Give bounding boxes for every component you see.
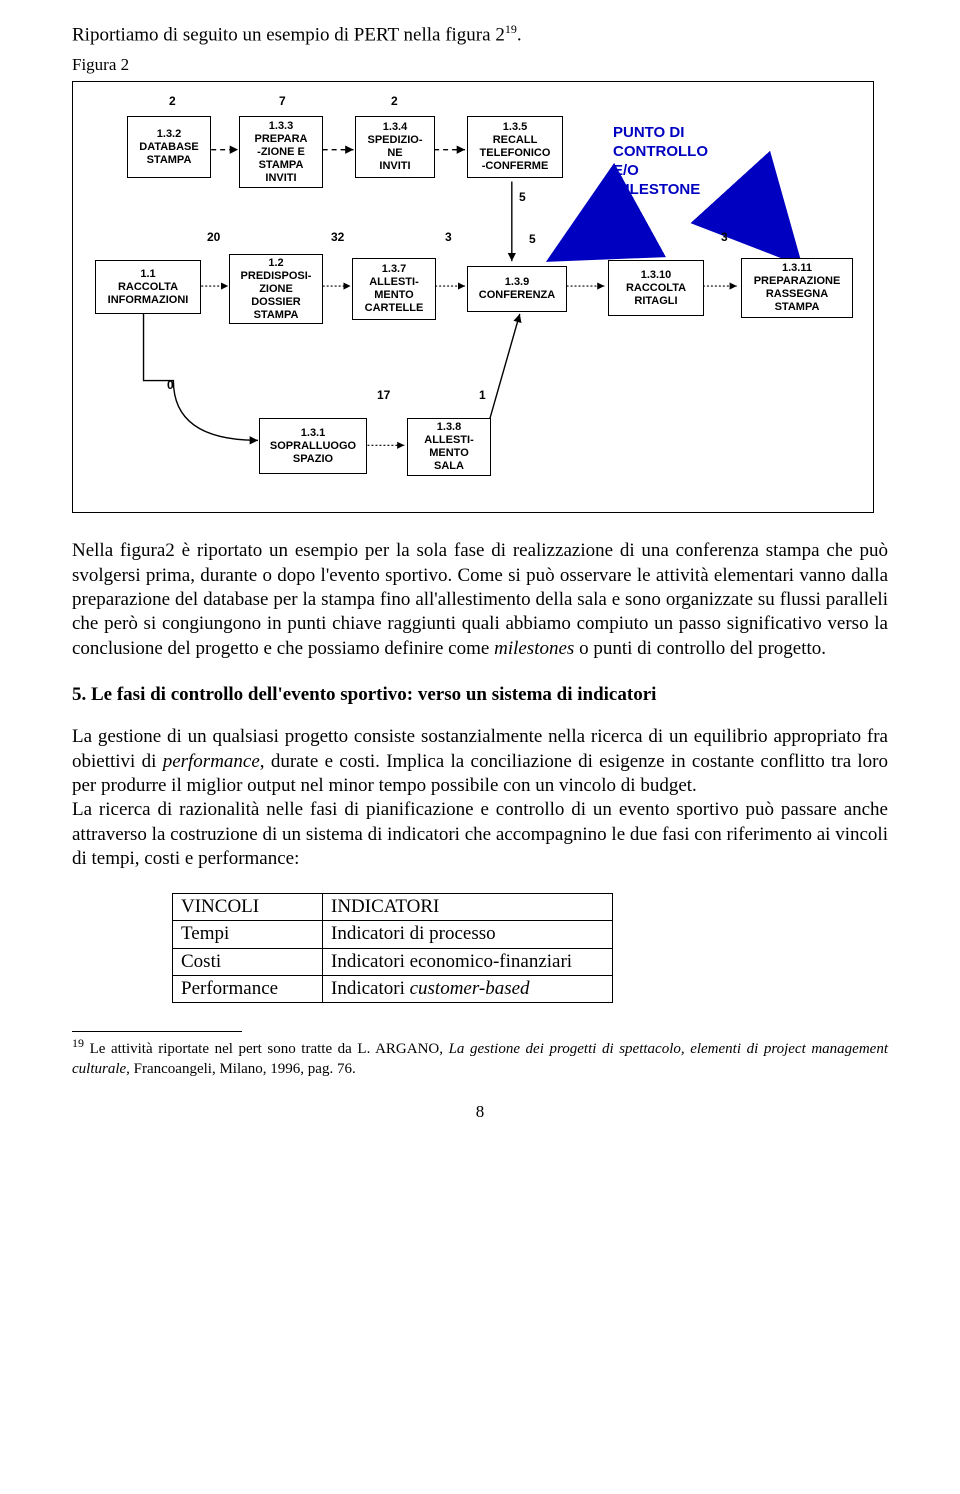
footnote-rule <box>72 1031 242 1032</box>
section-5-heading: 5. Le fasi di controllo dell'evento spor… <box>72 683 888 707</box>
pert-node-133: 1.3.3 PREPARA -ZIONE E STAMPA INVITI <box>239 116 323 188</box>
pert-dur-mid-1: 20 <box>207 230 220 245</box>
intro-after: . <box>517 24 522 45</box>
pert-node-1310: 1.3.10 RACCOLTA RITAGLI <box>608 260 704 316</box>
pert-node-134: 1.3.4 SPEDIZIO- NE INVITI <box>355 116 435 178</box>
footnote-text-a: Le attività riportate nel pert sono trat… <box>84 1041 449 1057</box>
table-cell: Costi <box>173 948 323 975</box>
table-cell: Indicatori di processo <box>323 921 613 948</box>
pert-dur-top-3: 2 <box>391 94 398 109</box>
pert-dur-mid-3: 3 <box>445 230 452 245</box>
pert-node-label: PREDISPOSI- ZIONE DOSSIER STAMPA <box>241 270 312 322</box>
pert-node-139: 1.3.9 CONFERENZA <box>467 266 567 312</box>
footnote-19: 19 Le attività riportate nel pert sono t… <box>72 1036 888 1078</box>
page-number: 8 <box>72 1101 888 1123</box>
pert-node-code: 1.3.8 <box>437 421 461 434</box>
table-row: VINCOLI INDICATORI <box>173 894 613 921</box>
pert-node-code: 1.3.5 <box>503 121 527 134</box>
pert-dur-mid-5: 5 <box>529 232 536 247</box>
milestone-line: MILESTONE <box>613 181 708 200</box>
pert-node-label: RACCOLTA INFORMAZIONI <box>108 281 189 307</box>
table-cell: INDICATORI <box>323 894 613 921</box>
table-cell: Performance <box>173 976 323 1003</box>
milestone-line: E/O <box>613 162 708 181</box>
para1-text-b: o punti di controllo del progetto. <box>574 638 826 659</box>
pert-dur-top-1: 2 <box>169 94 176 109</box>
indicators-table-wrap: VINCOLI INDICATORI Tempi Indicatori di p… <box>172 893 888 1003</box>
pert-node-11: 1.1 RACCOLTA INFORMAZIONI <box>95 260 201 314</box>
pert-dur-bot-1: 0 <box>167 378 174 393</box>
pert-node-code: 1.3.3 <box>269 120 293 133</box>
indicators-table: VINCOLI INDICATORI Tempi Indicatori di p… <box>172 893 613 1003</box>
pert-node-label: SPEDIZIO- NE INVITI <box>367 134 422 173</box>
intro-super: 19 <box>505 22 517 36</box>
pert-node-code: 1.3.2 <box>157 128 181 141</box>
pert-dur-mid-4: 5 <box>519 190 526 205</box>
pert-node-code: 1.3.11 <box>782 262 812 275</box>
para2-italic: performance <box>163 751 260 772</box>
footnote-number: 19 <box>72 1036 84 1050</box>
pert-node-label: RACCOLTA RITAGLI <box>626 282 686 308</box>
intro-line: Riportiamo di seguito un esempio di PERT… <box>72 22 888 48</box>
pert-node-label: ALLESTI- MENTO SALA <box>424 434 474 473</box>
paragraph-1: Nella figura2 è riportato un esempio per… <box>72 539 888 661</box>
pert-dur-top-2: 7 <box>279 94 286 109</box>
pert-node-code: 1.3.4 <box>383 121 407 134</box>
pert-node-label: PREPARA -ZIONE E STAMPA INVITI <box>255 133 308 185</box>
pert-node-code: 1.3.10 <box>641 269 672 282</box>
pert-node-1311: 1.3.11 PREPARAZIONE RASSEGNA STAMPA <box>741 258 853 318</box>
pert-node-code: 1.2 <box>268 257 283 270</box>
pert-node-12: 1.2 PREDISPOSI- ZIONE DOSSIER STAMPA <box>229 254 323 324</box>
pert-node-label: SOPRALLUOGO SPAZIO <box>270 440 356 466</box>
intro-text: Riportiamo di seguito un esempio di PERT… <box>72 24 505 45</box>
pert-dur-mid-6: 3 <box>721 230 728 245</box>
pert-dur-mid-2: 32 <box>331 230 344 245</box>
pert-node-code: 1.3.9 <box>505 276 529 289</box>
pert-node-code: 1.3.7 <box>382 263 406 276</box>
pert-node-label: PREPARAZIONE RASSEGNA STAMPA <box>754 275 841 314</box>
pert-node-131: 1.3.1 SOPRALLUOGO SPAZIO <box>259 418 367 474</box>
pert-node-label: ALLESTI- MENTO CARTELLE <box>365 276 424 315</box>
milestone-line: CONTROLLO <box>613 143 708 162</box>
paragraph-3: La ricerca di razionalità nelle fasi di … <box>72 798 888 871</box>
table-row: Costi Indicatori economico-finanziari <box>173 948 613 975</box>
pert-node-label: DATABASE STAMPA <box>139 141 198 167</box>
paragraph-2: La gestione di un qualsiasi progetto con… <box>72 725 888 798</box>
pert-dur-bot-2: 17 <box>377 388 390 403</box>
pert-node-135: 1.3.5 RECALL TELEFONICO -CONFERME <box>467 116 563 178</box>
milestone-line: PUNTO DI <box>613 124 708 143</box>
pert-node-code: 1.1 <box>140 268 155 281</box>
pert-node-132: 1.3.2 DATABASE STAMPA <box>127 116 211 178</box>
table-cell: Indicatori economico-finanziari <box>323 948 613 975</box>
table-cell: Tempi <box>173 921 323 948</box>
table-row: Tempi Indicatori di processo <box>173 921 613 948</box>
milestone-label: PUNTO DI CONTROLLO E/O MILESTONE <box>613 124 708 199</box>
pert-diagram: 2 7 2 1.3.2 DATABASE STAMPA 1.3.3 PREPAR… <box>72 81 874 513</box>
pert-node-code: 1.3.1 <box>301 427 325 440</box>
pert-node-138: 1.3.8 ALLESTI- MENTO SALA <box>407 418 491 476</box>
pert-node-137: 1.3.7 ALLESTI- MENTO CARTELLE <box>352 258 436 320</box>
pert-dur-bot-3: 1 <box>479 388 486 403</box>
pert-node-label: CONFERENZA <box>479 289 555 302</box>
table-cell-italic: customer-based <box>410 978 530 999</box>
table-cell: VINCOLI <box>173 894 323 921</box>
figure-label: Figura 2 <box>72 54 888 76</box>
pert-node-label: RECALL TELEFONICO -CONFERME <box>480 134 551 173</box>
para1-italic: milestones <box>494 638 574 659</box>
footnote-text-b: , Francoangeli, Milano, 1996, pag. 76. <box>126 1061 356 1077</box>
table-cell: Indicatori customer-based <box>323 976 613 1003</box>
table-row: Performance Indicatori customer-based <box>173 976 613 1003</box>
